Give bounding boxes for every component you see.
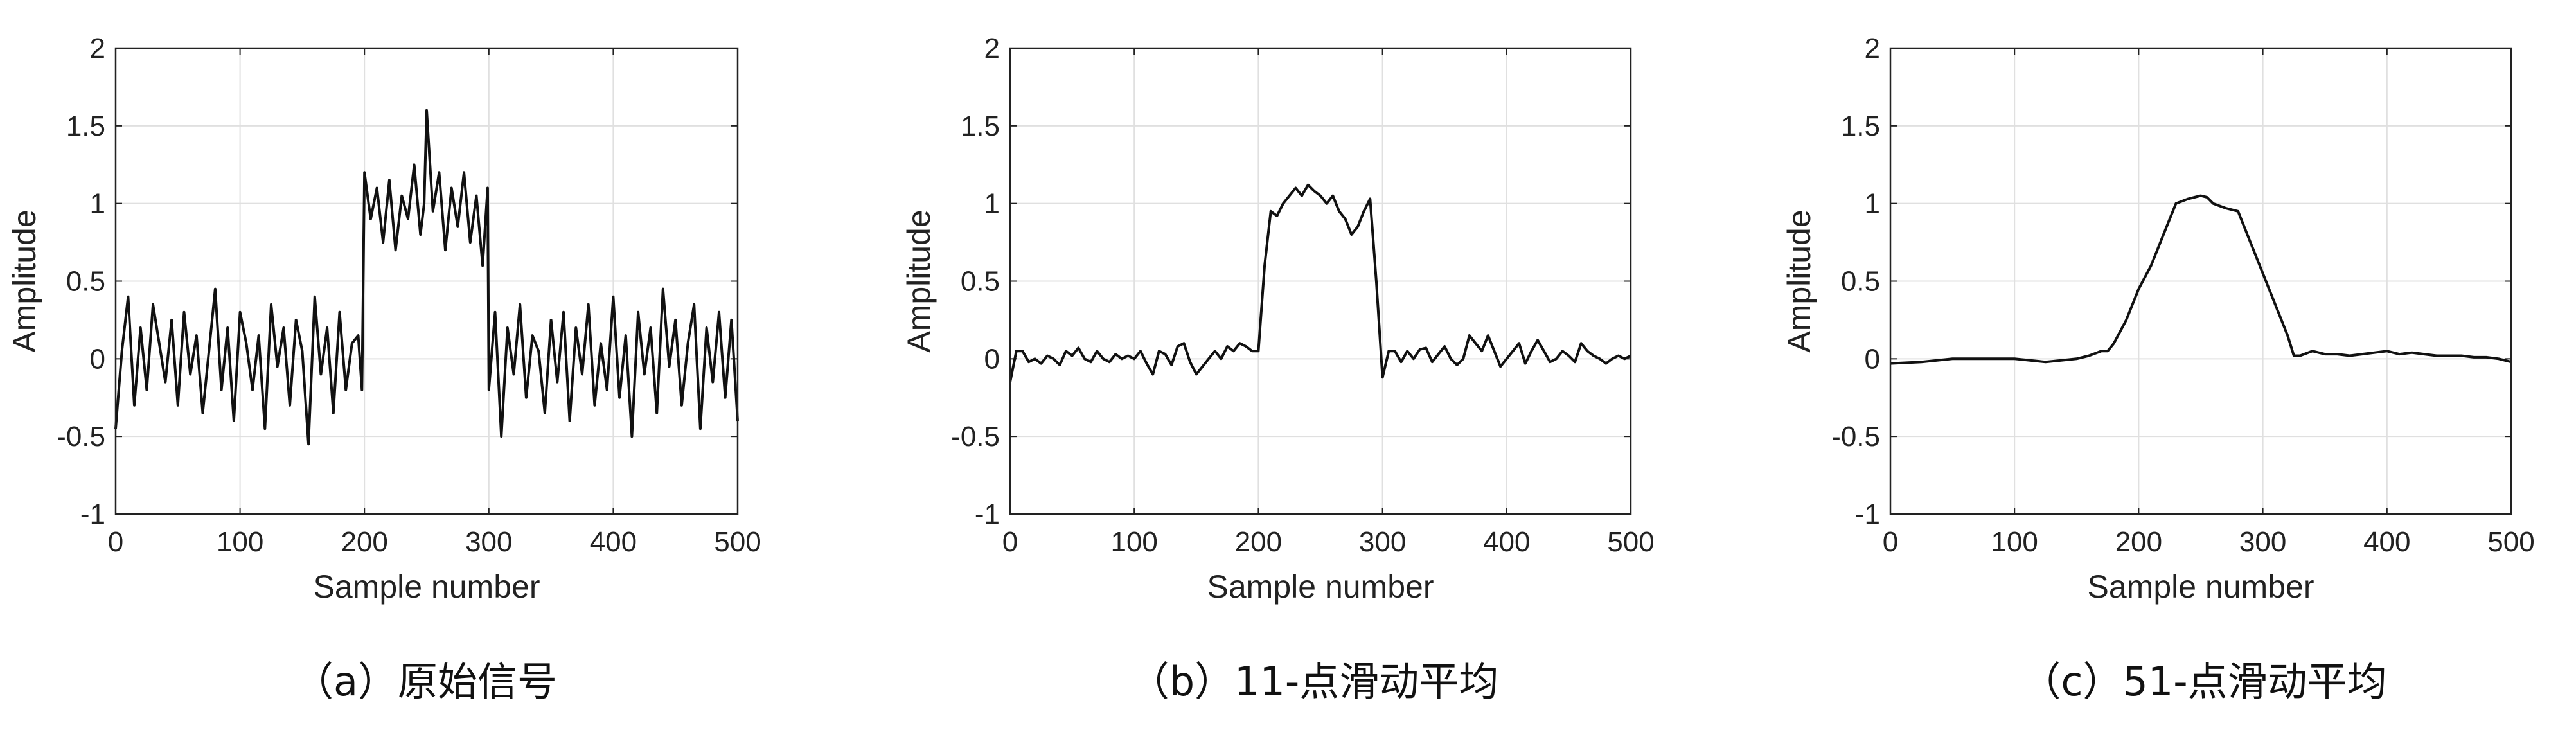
- x-tick-label: 100: [217, 526, 263, 558]
- y-axis-label: Amplitude: [901, 209, 937, 352]
- series-line: [114, 109, 739, 446]
- x-tick-label: 300: [1359, 526, 1406, 558]
- y-tick-label: 0.5: [66, 266, 105, 298]
- y-axis-label: Amplitude: [6, 209, 42, 352]
- y-tick-label: 1: [984, 188, 1000, 220]
- x-tick-label: 200: [1235, 526, 1282, 558]
- y-tick-label: 1: [1865, 188, 1880, 220]
- x-axis-label: Sample number: [2088, 569, 2314, 605]
- x-tick-label: 300: [465, 526, 512, 558]
- y-tick-label: 1: [90, 188, 105, 220]
- x-tick-label: 0: [108, 526, 123, 558]
- chart-panel-1: 0 100 200 300 400 500 -1 -0.5 0 0.5 1 1.5 2 Sample nu…: [901, 33, 1655, 605]
- caption-a: （a）原始信号: [294, 658, 557, 705]
- y-tick-label: 0: [1865, 343, 1880, 375]
- x-tick-label: 300: [2239, 526, 2286, 558]
- x-tick-label: 500: [2487, 526, 2534, 558]
- y-tick-label: 0.5: [1841, 266, 1880, 298]
- x-axis-label: Sample number: [1207, 569, 1434, 605]
- y-tick-label: -0.5: [1831, 421, 1880, 452]
- series-line: [1890, 194, 2512, 365]
- plot-frame: [1889, 47, 2512, 515]
- x-tick-label: 200: [341, 526, 387, 558]
- y-tick-label: -1: [80, 499, 105, 530]
- y-tick-label: 1.5: [961, 111, 1000, 142]
- x-tick-label: 100: [1110, 526, 1157, 558]
- y-tick-label: 1.5: [1841, 111, 1880, 142]
- y-tick-label: 0: [984, 343, 1000, 375]
- caption-c: （c）51-点滑动平均: [2021, 658, 2387, 705]
- x-tick-label: 400: [1483, 526, 1530, 558]
- y-tick-label: 1.5: [66, 111, 105, 142]
- y-tick-label: -0.5: [951, 421, 1000, 452]
- x-tick-label: 0: [1883, 526, 1898, 558]
- y-axis-label: Amplitude: [1781, 209, 1817, 352]
- caption-b: （b）11-点滑动平均: [1129, 658, 1499, 705]
- y-tick-label: 2: [90, 33, 105, 64]
- plot-frame: [1009, 47, 1632, 515]
- y-tick-label: -1: [975, 499, 1000, 530]
- x-axis-label: Sample number: [314, 569, 540, 605]
- y-tick-label: 0.5: [961, 266, 1000, 298]
- series-line: [1009, 183, 1631, 382]
- y-tick-label: -1: [1855, 499, 1880, 530]
- plot-frame: [114, 47, 739, 515]
- y-tick-label: 2: [1865, 33, 1880, 64]
- chart-panel-0: 0 100 200 300 400 500 -1 -0.5 0 0.5 1 1.5 2 Sample nu…: [6, 33, 761, 605]
- x-tick-label: 500: [1607, 526, 1654, 558]
- x-tick-label: 500: [714, 526, 761, 558]
- x-tick-label: 100: [1991, 526, 2038, 558]
- chart-panel-2: 0 100 200 300 400 500 -1 -0.5 0 0.5 1 1.5 2 Sample nu…: [1781, 33, 2535, 605]
- x-tick-label: 400: [590, 526, 637, 558]
- x-tick-label: 200: [2115, 526, 2162, 558]
- y-tick-label: 0: [90, 343, 105, 375]
- x-tick-label: 400: [2363, 526, 2410, 558]
- y-tick-label: 2: [984, 33, 1000, 64]
- x-tick-label: 0: [1002, 526, 1018, 558]
- y-tick-label: -0.5: [57, 421, 105, 452]
